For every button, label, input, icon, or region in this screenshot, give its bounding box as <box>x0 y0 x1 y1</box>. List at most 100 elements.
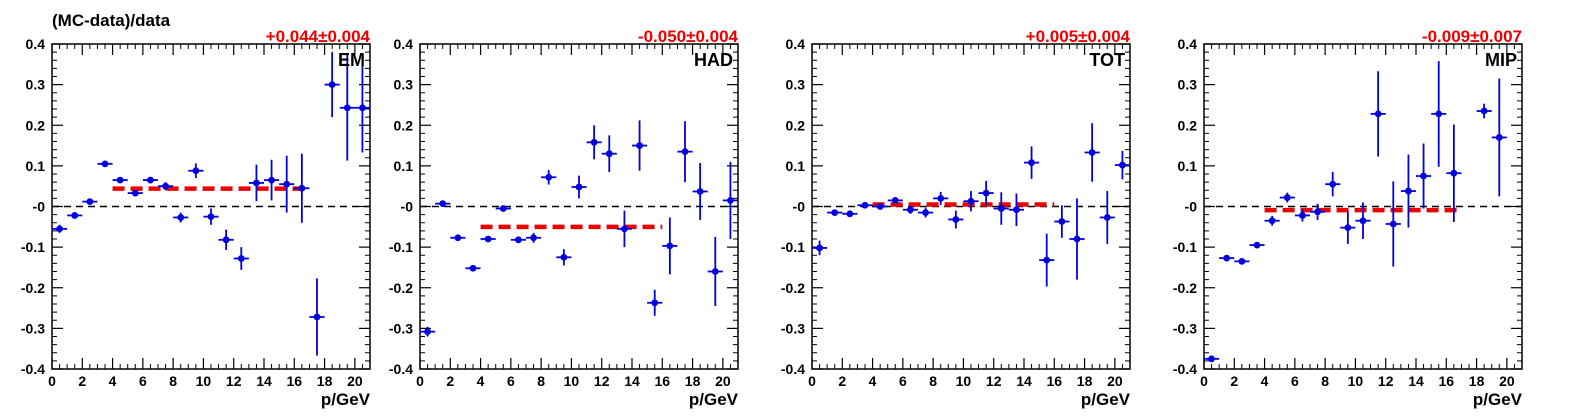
point-marker <box>484 235 492 243</box>
data-point <box>158 182 174 191</box>
x-tick-label: 18 <box>685 373 701 389</box>
point-marker <box>545 173 553 181</box>
x-tick-label: 4 <box>869 373 877 389</box>
data-point <box>435 200 451 208</box>
panel-label: TOT <box>1089 50 1125 70</box>
data-point <box>1340 211 1356 244</box>
data-point <box>67 212 83 219</box>
fit-result-label: +0.044±0.004 <box>266 27 371 46</box>
y-tick-label: -0.1 <box>389 239 413 255</box>
y-tick-label: -0.4 <box>389 361 413 377</box>
y-tick-label: -0 <box>401 199 414 215</box>
point-marker <box>147 176 154 184</box>
data-point <box>1054 205 1070 238</box>
x-tick-label: 8 <box>1321 373 1329 389</box>
x-tick-label: 8 <box>929 373 937 389</box>
panel-label: MIP <box>1485 50 1517 70</box>
data-point <box>812 240 828 256</box>
y-tick-label: -0.4 <box>21 361 45 377</box>
data-point <box>1446 124 1462 222</box>
point-marker <box>1238 257 1246 265</box>
x-tick-label: 6 <box>1291 373 1299 389</box>
point-marker <box>162 182 169 190</box>
point-marker <box>1480 107 1488 115</box>
fit-result-label: -0.050±0.004 <box>638 27 739 46</box>
x-tick-label: 18 <box>1077 373 1093 389</box>
data-point <box>480 235 496 243</box>
data-point <box>948 210 964 229</box>
data-point <box>1039 233 1055 287</box>
data-point <box>993 192 1009 225</box>
data-point <box>918 207 934 218</box>
data-point <box>556 249 572 266</box>
data-point <box>233 247 249 270</box>
y-tick-label: 0.1 <box>786 158 806 174</box>
point-marker <box>101 160 109 168</box>
x-tick-label: 0 <box>1200 373 1208 389</box>
x-tick-label: 10 <box>956 373 972 389</box>
data-point <box>264 159 280 201</box>
y-tick-label: 0.2 <box>1178 117 1198 133</box>
point-marker <box>1253 241 1261 249</box>
point-marker <box>253 179 260 187</box>
panel-label: EM <box>338 50 365 70</box>
x-tick-label: 14 <box>1016 373 1032 389</box>
point-marker <box>1450 169 1458 177</box>
data-point <box>1400 154 1416 228</box>
y-tick-label: -0.4 <box>781 361 805 377</box>
data-point <box>1279 192 1295 203</box>
data-point <box>902 205 918 214</box>
x-tick-label: 16 <box>1438 373 1454 389</box>
x-axis-title: p/GeV <box>321 390 371 409</box>
y-tick-label: -0.3 <box>389 320 413 336</box>
data-point <box>450 234 466 242</box>
data-point <box>248 164 264 202</box>
point-marker <box>846 210 854 218</box>
point-marker <box>1119 161 1126 169</box>
point-marker <box>1283 194 1291 201</box>
y-tick-label: -0 <box>33 199 46 215</box>
x-tick-label: 20 <box>347 373 363 389</box>
point-marker <box>861 201 869 209</box>
x-tick-label: 12 <box>1378 373 1394 389</box>
point-marker <box>359 104 366 112</box>
point-marker <box>86 198 94 206</box>
y-tick-label: 0.3 <box>1178 77 1198 93</box>
x-tick-label: 14 <box>624 373 640 389</box>
y-tick-label: -0.3 <box>781 320 805 336</box>
x-tick-label: 2 <box>1230 373 1238 389</box>
y-tick-label: -0.2 <box>781 280 805 296</box>
data-point <box>279 155 295 213</box>
x-tick-label: 14 <box>256 373 272 389</box>
chart-panel-em: -0.4 -0.3 -0.2 -0.1 -0 0.1 0.2 0.3 0.4 0 2 4 6 8 10 12 1… <box>21 27 371 409</box>
x-tick-label: 0 <box>808 373 816 389</box>
y-tick-label: -0.1 <box>781 239 805 255</box>
data-point <box>465 264 481 272</box>
data-point <box>601 135 617 172</box>
point-marker <box>439 200 447 208</box>
point-marker <box>177 214 185 221</box>
point-marker <box>1495 134 1503 141</box>
y-tick-label: 0.4 <box>786 36 806 52</box>
data-point <box>586 125 602 160</box>
data-point <box>97 160 113 168</box>
point-marker <box>967 197 975 205</box>
data-point <box>1431 61 1447 167</box>
x-tick-label: 6 <box>507 373 515 389</box>
data-point <box>1476 103 1492 119</box>
point-marker <box>816 244 823 252</box>
y-tick-label: 0.1 <box>26 158 46 174</box>
x-axis-title: p/GeV <box>1081 390 1131 409</box>
chart-panel-had: -0.4 -0.3 -0.2 -0.1 -0 0.1 0.2 0.3 0.4 0 2 4 6 8 10 12 1… <box>389 27 739 409</box>
y-tick-label: 0.4 <box>394 36 414 52</box>
panel-label: HAD <box>694 50 733 70</box>
data-point <box>309 278 325 356</box>
point-marker <box>454 234 462 242</box>
point-marker <box>1223 254 1231 262</box>
data-point <box>1234 257 1250 265</box>
data-point <box>1310 203 1326 220</box>
data-point <box>1008 193 1024 226</box>
data-point <box>52 224 68 233</box>
point-marker <box>711 268 719 275</box>
